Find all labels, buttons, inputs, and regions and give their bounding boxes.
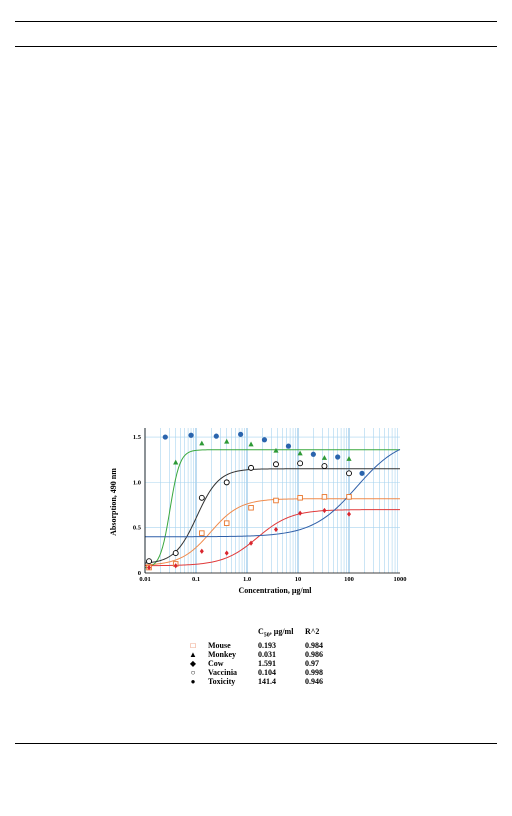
data-point-vaccinia — [146, 558, 152, 565]
data-point-monkey — [321, 455, 328, 460]
footer-rule — [15, 743, 497, 744]
data-point-vaccinia — [198, 494, 205, 501]
data-point-monkey — [273, 447, 279, 453]
legend-name: Monkey — [208, 650, 236, 659]
legend-r2: 0.946 — [305, 677, 323, 686]
c50-subscript: 50 — [263, 632, 270, 639]
data-point-vaccinia — [223, 479, 230, 486]
data-point-mouse — [199, 530, 205, 536]
data-point-mouse — [346, 494, 352, 500]
legend-r2: 0.986 — [305, 650, 323, 659]
data-point-cow — [199, 548, 204, 554]
data-point-mouse — [297, 495, 303, 501]
data-point-toxicity — [285, 443, 292, 449]
data-point-monkey — [248, 441, 254, 447]
data-point-vaccinia — [248, 464, 254, 471]
legend-header-c50: C50, μg/ml — [258, 627, 294, 639]
x-axis-label: Concentration, μg/ml — [239, 586, 313, 595]
legend-header-r2: R^2 — [305, 627, 320, 636]
fit-curve-mouse — [144, 498, 400, 566]
legend-r2: 0.984 — [305, 641, 323, 650]
legend-row-cow: ◆ Cow 1.591 0.97 — [180, 659, 380, 668]
fit-curve-cow — [145, 509, 400, 567]
x-tick-label: 1.0 — [243, 576, 251, 583]
dose-response-chart: 0.01 0.1 1.0 10 100 1000 0 0.5 1.0 1.5 Concentrat… — [100, 418, 410, 668]
data-point-monkey — [173, 459, 179, 465]
fit-curve-monkey — [144, 449, 400, 569]
data-point-toxicity — [335, 454, 341, 460]
fit-curves — [144, 448, 401, 569]
fit-curve-vaccinia — [144, 468, 400, 564]
data-point-toxicity — [359, 470, 365, 476]
fit-curve-toxicity — [145, 448, 401, 538]
data-points — [146, 431, 365, 571]
data-point-cow — [347, 511, 351, 517]
y-tick-label: 0.5 — [133, 525, 142, 532]
y-tick-label: 1.5 — [133, 434, 142, 441]
data-point-toxicity — [238, 431, 244, 437]
data-point-mouse — [273, 497, 279, 504]
chart-svg: 0.01 0.1 1.0 10 100 1000 0 0.5 1.0 1.5 Concentrat… — [109, 428, 407, 595]
axes: 0.01 0.1 1.0 10 100 1000 0 0.5 1.0 1.5 — [133, 428, 407, 583]
legend-row-toxicity: ● Toxicity 141.4 0.946 — [180, 677, 380, 686]
legend-c50: 141.4 — [258, 677, 276, 686]
gridlines — [144, 428, 400, 573]
legend-c50: 0.193 — [258, 641, 276, 650]
filled-triangle-icon: ▲ — [189, 650, 197, 659]
legend-row-vaccinia: ○ Vaccinia 0.104 0.998 — [180, 668, 380, 677]
legend-r2: 0.998 — [305, 668, 323, 677]
legend-name: Toxicity — [208, 677, 236, 686]
data-point-toxicity — [261, 437, 268, 443]
x-tick-label: 100 — [344, 576, 354, 583]
top-rule — [15, 21, 497, 22]
x-tick-label: 10 — [295, 576, 302, 583]
data-point-vaccinia — [172, 550, 179, 557]
data-point-monkey — [297, 450, 303, 456]
y-tick-label: 0 — [138, 570, 141, 577]
x-tick-label: 0.1 — [192, 576, 200, 583]
data-point-cow — [173, 563, 178, 569]
data-point-mouse — [223, 520, 230, 526]
legend-row-mouse: □ Mouse 0.193 0.984 — [180, 641, 380, 650]
legend-c50: 0.104 — [258, 668, 276, 677]
header-rule — [15, 46, 497, 47]
data-point-cow — [273, 526, 278, 533]
x-tick-label: 0.01 — [139, 576, 150, 583]
data-point-vaccinia — [273, 461, 279, 468]
plot-background — [145, 428, 400, 573]
data-point-toxicity — [213, 433, 219, 439]
data-point-toxicity — [188, 432, 194, 438]
legend-name: Mouse — [208, 641, 231, 650]
filled-diamond-icon: ◆ — [189, 659, 197, 668]
data-point-toxicity — [162, 434, 168, 440]
data-point-cow — [224, 550, 229, 556]
filled-circle-icon: ● — [190, 677, 196, 686]
legend-c50: 0.031 — [258, 650, 276, 659]
legend-r2: 0.97 — [305, 659, 319, 668]
data-point-monkey — [199, 440, 205, 446]
y-tick-label: 1.0 — [133, 479, 141, 486]
c50-symbol: C — [258, 627, 264, 636]
data-point-cow — [322, 507, 327, 514]
data-point-vaccinia — [321, 463, 328, 470]
legend-name: Vaccinia — [208, 668, 238, 677]
open-square-icon: □ — [190, 641, 196, 650]
data-point-mouse — [321, 494, 328, 500]
legend-c50: 1.591 — [258, 659, 276, 668]
data-point-vaccinia — [297, 460, 304, 467]
c50-unit: , μg/ml — [269, 627, 294, 636]
data-point-monkey — [224, 438, 230, 444]
data-point-toxicity — [310, 451, 316, 457]
legend-row-monkey: ▲ Monkey 0.031 0.986 — [180, 650, 380, 659]
legend-name: Cow — [208, 659, 224, 668]
data-point-vaccinia — [346, 470, 352, 477]
data-point-mouse — [248, 504, 254, 511]
open-circle-icon: ○ — [190, 668, 196, 677]
data-point-monkey — [346, 456, 352, 461]
y-axis-label: Absorption, 490 nm — [109, 468, 118, 536]
data-point-cow — [298, 510, 303, 516]
data-point-cow — [147, 564, 152, 571]
data-point-cow — [249, 540, 254, 546]
x-tick-label: 1000 — [394, 576, 407, 583]
